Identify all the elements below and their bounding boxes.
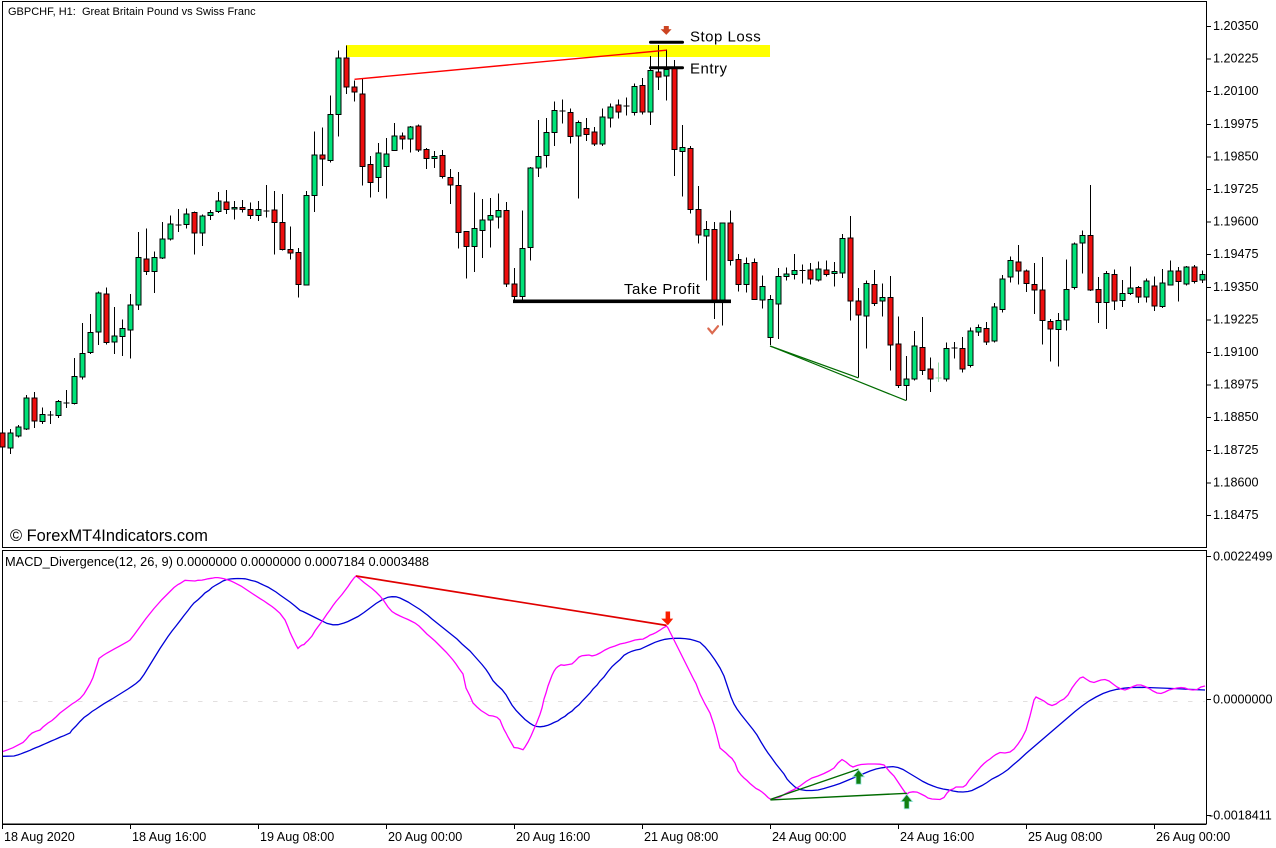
svg-text:18 Aug 16:00: 18 Aug 16:00 bbox=[132, 830, 206, 844]
svg-text:19 Aug 08:00: 19 Aug 08:00 bbox=[260, 830, 334, 844]
svg-text:1.18850: 1.18850 bbox=[1213, 410, 1259, 424]
svg-text:1.19350: 1.19350 bbox=[1213, 280, 1259, 294]
svg-text:Stop Loss: Stop Loss bbox=[690, 29, 761, 46]
svg-text:1.18725: 1.18725 bbox=[1213, 443, 1259, 457]
svg-text:1.19600: 1.19600 bbox=[1213, 215, 1259, 229]
svg-text:1.19225: 1.19225 bbox=[1213, 312, 1259, 326]
svg-text:24 Aug 16:00: 24 Aug 16:00 bbox=[900, 830, 974, 844]
svg-text:GBPCHF, H1: Great Britain Pou: GBPCHF, H1: Great Britain Pound vs Swiss… bbox=[8, 6, 256, 18]
svg-text:20 Aug 16:00: 20 Aug 16:00 bbox=[516, 830, 590, 844]
svg-text:25 Aug 08:00: 25 Aug 08:00 bbox=[1028, 830, 1102, 844]
svg-text:24 Aug 00:00: 24 Aug 00:00 bbox=[772, 830, 846, 844]
svg-text:1.19725: 1.19725 bbox=[1213, 182, 1259, 196]
svg-text:1.19850: 1.19850 bbox=[1213, 149, 1259, 163]
svg-text:1.20350: 1.20350 bbox=[1213, 19, 1259, 33]
svg-text:18 Aug 2020: 18 Aug 2020 bbox=[4, 830, 75, 844]
svg-text:© ForexMT4Indicators.com: © ForexMT4Indicators.com bbox=[10, 527, 208, 545]
svg-text:1.19475: 1.19475 bbox=[1213, 247, 1259, 261]
svg-text:20 Aug 00:00: 20 Aug 00:00 bbox=[388, 830, 462, 844]
svg-text:1.18975: 1.18975 bbox=[1213, 378, 1259, 392]
svg-text:1.20100: 1.20100 bbox=[1213, 84, 1259, 98]
svg-text:Take Profit: Take Profit bbox=[624, 281, 701, 298]
svg-text:0.0022499: 0.0022499 bbox=[1213, 549, 1273, 563]
svg-text:-0.0018411: -0.0018411 bbox=[1209, 809, 1272, 823]
svg-text:1.20225: 1.20225 bbox=[1213, 52, 1259, 66]
svg-text:1.18600: 1.18600 bbox=[1213, 475, 1259, 489]
svg-text:1.19100: 1.19100 bbox=[1213, 345, 1259, 359]
svg-text:21 Aug 08:00: 21 Aug 08:00 bbox=[644, 830, 718, 844]
svg-text:1.18475: 1.18475 bbox=[1213, 508, 1259, 522]
svg-text:Entry: Entry bbox=[690, 61, 728, 78]
svg-text:MACD_Divergence(12, 26, 9) 0.0: MACD_Divergence(12, 26, 9) 0.0000000 0.0… bbox=[5, 554, 429, 569]
svg-text:26 Aug 00:00: 26 Aug 00:00 bbox=[1156, 830, 1230, 844]
svg-text:0.0000000: 0.0000000 bbox=[1213, 693, 1273, 707]
svg-text:1.19975: 1.19975 bbox=[1213, 117, 1259, 131]
